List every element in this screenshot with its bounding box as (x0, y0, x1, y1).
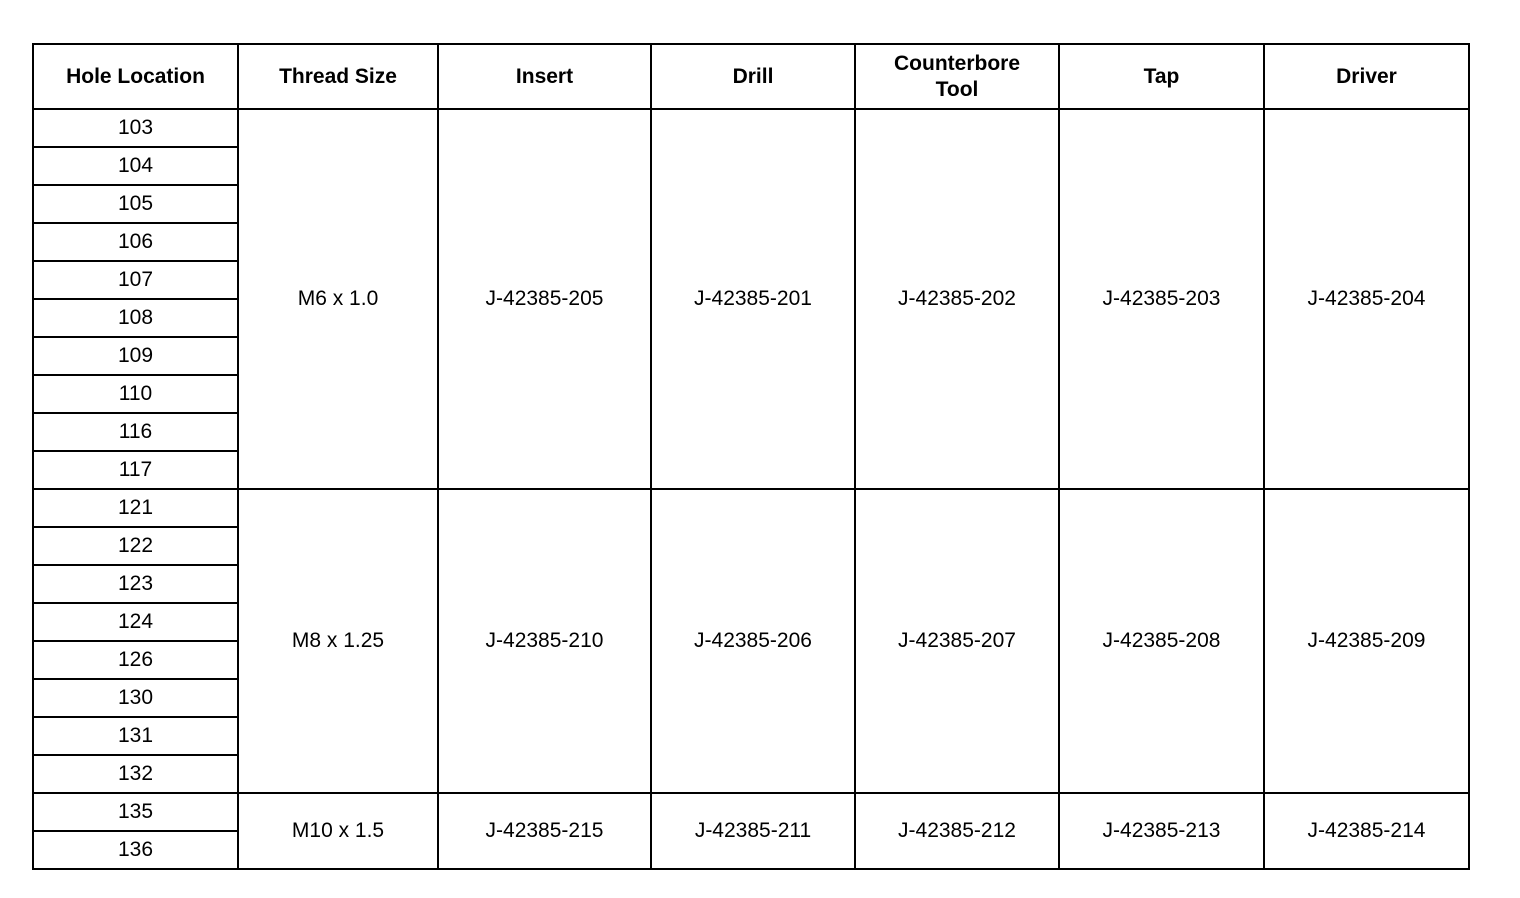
header-drill: Drill (650, 43, 856, 110)
driver-cell: J-42385-214 (1263, 792, 1470, 870)
hole-location-cell: 104 (32, 146, 239, 186)
table-row: 122 (32, 526, 1469, 566)
hole-location-cell: 124 (32, 602, 239, 642)
hole-location-cell: 107 (32, 260, 239, 300)
hole-location-cell: 109 (32, 336, 239, 376)
drill-cell: J-42385-211 (650, 792, 856, 870)
hole-location-cell: 122 (32, 526, 239, 566)
hole-location-cell: 116 (32, 412, 239, 452)
header-tap: Tap (1058, 43, 1265, 110)
drill-cell: J-42385-201 (650, 108, 856, 490)
hole-location-cell: 136 (32, 830, 239, 870)
hole-location-cell: 131 (32, 716, 239, 756)
header-thread-size: Thread Size (237, 43, 439, 110)
tap-cell: J-42385-203 (1058, 108, 1265, 490)
driver-cell: J-42385-209 (1263, 488, 1470, 794)
drill-cell: J-42385-206 (650, 488, 856, 794)
counterbore-tool-cell: J-42385-202 (854, 108, 1060, 490)
header-driver: Driver (1263, 43, 1470, 110)
hole-location-cell: 132 (32, 754, 239, 794)
hole-location-cell: 121 (32, 488, 239, 528)
table-row: 117 (32, 450, 1469, 490)
table-row: 107 (32, 260, 1469, 300)
table-row: 130 (32, 678, 1469, 718)
table-row: 110 (32, 374, 1469, 414)
table-row: 103 M6 x 1.0 J-42385-205 J-42385-201 J-42385… (32, 108, 1470, 490)
hole-location-cell: 105 (32, 184, 239, 224)
table-row: 108 (32, 298, 1469, 338)
header-insert: Insert (437, 43, 652, 110)
table-row: 105 (32, 184, 1469, 224)
hole-location-cell: 126 (32, 640, 239, 680)
hole-location-cell: 135 (32, 792, 239, 832)
insert-cell: J-42385-210 (437, 488, 652, 794)
table-row: 121 M8 x 1.25 J-42385-210 J-42385-206 J-4238… (32, 488, 1470, 794)
tap-cell: J-42385-208 (1058, 488, 1265, 794)
insert-cell: J-42385-215 (437, 792, 652, 870)
thread-size-cell: M8 x 1.25 (237, 488, 439, 794)
table-row: 123 (32, 564, 1469, 604)
table-row: 106 (32, 222, 1469, 262)
header-row: Hole Location Thread Size Insert Drill C… (32, 43, 1470, 110)
table-row: 132 (32, 754, 1469, 794)
hole-location-cell: 108 (32, 298, 239, 338)
table-row: 116 (32, 412, 1469, 452)
thread-size-cell: M6 x 1.0 (237, 108, 439, 490)
counterbore-tool-cell: J-42385-212 (854, 792, 1060, 870)
table-row: 104 (32, 146, 1469, 186)
hole-location-cell: 110 (32, 374, 239, 414)
hole-location-cell: 123 (32, 564, 239, 604)
table-row: 131 (32, 716, 1469, 756)
table-row: 135 M10 x 1.5 J-42385-215 J-42385-211 J-4238… (32, 792, 1470, 870)
hole-location-cell: 106 (32, 222, 239, 262)
thread-size-cell: M10 x 1.5 (237, 792, 439, 870)
table-row: 136 (32, 830, 1469, 870)
table-row: 126 (32, 640, 1469, 680)
hole-location-cell: 117 (32, 450, 239, 490)
hole-location-cell: 103 (32, 108, 239, 148)
tap-cell: J-42385-213 (1058, 792, 1265, 870)
table-row: 124 (32, 602, 1469, 642)
hole-location-cell: 130 (32, 678, 239, 718)
counterbore-tool-cell: J-42385-207 (854, 488, 1060, 794)
insert-cell: J-42385-205 (437, 108, 652, 490)
header-counterbore-tool: Counterbore Tool (854, 43, 1060, 110)
tool-table: Hole Location Thread Size Insert Drill C… (32, 43, 1470, 870)
table-row: 109 (32, 336, 1469, 376)
driver-cell: J-42385-204 (1263, 108, 1470, 490)
header-hole-location: Hole Location (32, 43, 239, 110)
